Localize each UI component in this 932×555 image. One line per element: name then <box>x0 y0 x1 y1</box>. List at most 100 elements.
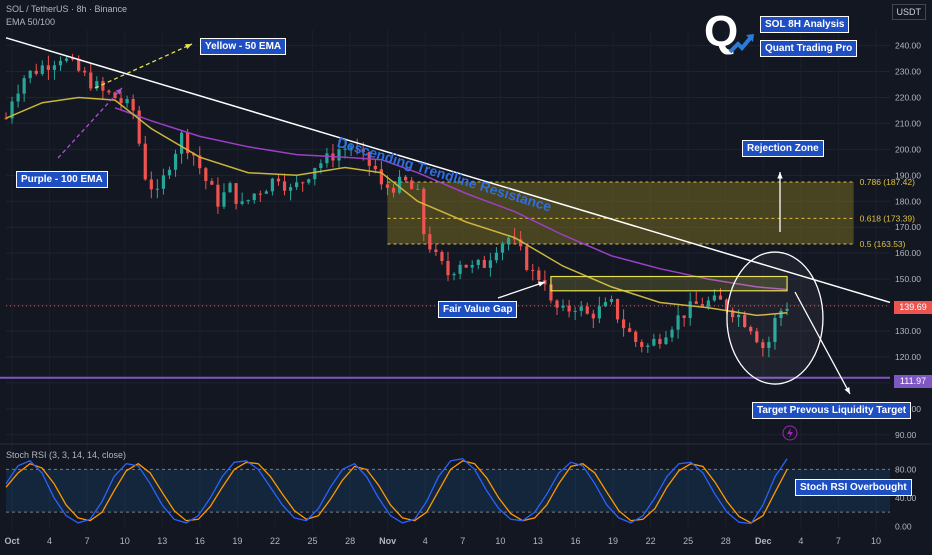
candle-body <box>549 284 553 301</box>
candle-body <box>513 237 517 240</box>
symbol-header: SOL / TetherUS · 8h · Binance <box>6 4 128 14</box>
candle-body <box>531 269 535 271</box>
fib-label: 0.786 (187.42) <box>860 177 915 187</box>
candle-body <box>670 329 674 338</box>
y-tick-label: 90.00 <box>895 430 917 440</box>
candle-body <box>700 303 704 307</box>
candle-body <box>506 237 511 244</box>
candle-body <box>313 167 317 180</box>
x-tick-label: 28 <box>721 536 731 546</box>
stoch-tick-label: 80.00 <box>895 464 917 474</box>
candle-body <box>555 300 559 308</box>
rejection-circle <box>726 251 824 385</box>
candle-body <box>337 149 341 161</box>
x-tick-label: 13 <box>157 536 167 546</box>
candle-body <box>282 181 287 191</box>
candle-body <box>288 187 293 191</box>
lightning-icon <box>787 428 793 438</box>
candle-body <box>519 239 523 247</box>
x-tick-label: 19 <box>232 536 242 546</box>
candle-body <box>664 337 668 344</box>
candle-body <box>52 65 57 70</box>
x-tick-label: 22 <box>646 536 656 546</box>
x-tick-label: 7 <box>836 536 841 546</box>
y-tick-label: 150.00 <box>895 274 921 284</box>
candle-body <box>597 306 601 319</box>
yellow-ema-arrow <box>94 43 193 89</box>
candle-body <box>724 299 729 311</box>
candle-body <box>712 295 717 301</box>
candle-body <box>706 300 710 307</box>
candle-body <box>179 132 184 154</box>
stoch-tick-label: 40.00 <box>895 493 917 503</box>
candle-body <box>210 180 214 185</box>
candle-body <box>71 58 75 60</box>
fib-zone <box>387 182 854 245</box>
candle-body <box>4 118 8 120</box>
candle-body <box>434 249 438 253</box>
candle-body <box>373 165 377 170</box>
candle-body <box>410 180 414 190</box>
ema100-line <box>114 107 788 291</box>
x-tick-label: Nov <box>379 536 396 546</box>
fib-label: 0.5 (163.53) <box>860 239 906 249</box>
candle-body <box>609 299 614 302</box>
candle-body <box>319 163 323 168</box>
candle-body <box>246 200 250 202</box>
yellow-ema-arrow-head <box>185 44 192 50</box>
x-tick-label: 10 <box>871 536 881 546</box>
candle-body <box>155 188 159 190</box>
purple-ema-label: Purple - 100 EMA <box>16 171 108 188</box>
candle-body <box>131 99 135 111</box>
x-tick-label: 25 <box>308 536 318 546</box>
candle-body <box>615 299 620 320</box>
fair-value-gap-box <box>550 275 788 292</box>
fair-value-gap-label: Fair Value Gap <box>438 301 518 318</box>
fib-label: 0.618 (173.39) <box>860 213 915 223</box>
candle-body <box>682 315 686 319</box>
candle-body <box>119 98 123 104</box>
rejection-zone-label: Rejection Zone <box>742 140 824 157</box>
logo-letter: Q <box>704 7 739 56</box>
candle-body <box>228 183 232 193</box>
currency-label[interactable]: USDT <box>891 4 926 20</box>
candle-body <box>198 155 202 169</box>
rejection-arrow-head <box>777 172 783 179</box>
y-tick-label: 130.00 <box>895 326 921 336</box>
target-label: Target Prevous Liquidity Target <box>752 402 912 419</box>
candle-body <box>143 143 147 180</box>
candle-body <box>494 252 499 261</box>
candle-body <box>125 99 129 104</box>
candle-body <box>234 183 238 204</box>
candle-body <box>252 193 256 201</box>
candle-body <box>404 176 408 181</box>
candle-body <box>755 331 759 343</box>
candle-body <box>385 184 390 188</box>
candle-body <box>379 169 383 185</box>
candle-body <box>10 101 14 119</box>
candle-body <box>77 58 81 71</box>
x-tick-label: 28 <box>345 536 355 546</box>
y-tick-label: 160.00 <box>895 248 921 258</box>
candle-body <box>634 331 638 342</box>
candle-body <box>64 58 69 61</box>
candle-body <box>688 301 692 319</box>
candle-body <box>16 93 20 102</box>
candle-body <box>525 246 529 270</box>
logo-subtitle: Quant Trading Pro <box>760 40 858 57</box>
y-tick-label: 210.00 <box>895 118 921 128</box>
candle-body <box>28 70 32 79</box>
candle-body <box>646 345 650 347</box>
candle-body <box>40 65 44 74</box>
candle-body <box>276 178 281 182</box>
candle-body <box>167 169 172 176</box>
candle-body <box>397 176 402 193</box>
fvg-arrow-head <box>538 281 545 287</box>
candle-body <box>621 319 626 329</box>
candle-body <box>391 187 396 193</box>
candle-body <box>603 301 608 307</box>
stoch-header: Stoch RSI (3, 3, 14, 14, close) <box>6 450 127 460</box>
candle-body <box>658 338 662 344</box>
logo-title: SOL 8H Analysis <box>760 16 850 33</box>
